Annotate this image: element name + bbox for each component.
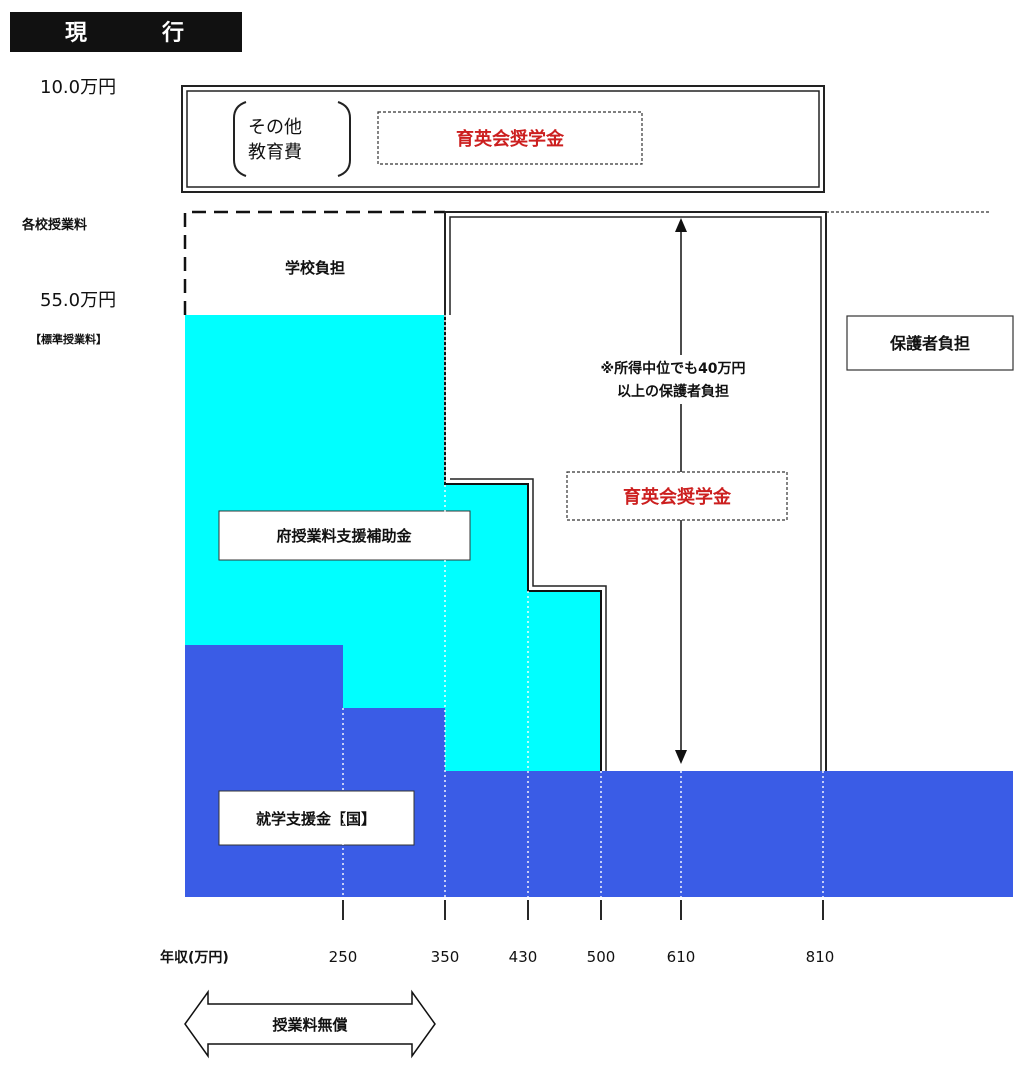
other-costs-inner-border (186, 90, 820, 188)
guardian-region-inner-border (449, 216, 822, 771)
x-axis-ticks (342, 900, 824, 920)
national-support-box (218, 790, 415, 846)
x-tick-label-810: 810 (806, 948, 835, 966)
school-burden-label: 学校負担 (285, 259, 345, 277)
scholarship-label: 育英会奨学金 (623, 486, 732, 508)
x-tick-label-350: 350 (431, 948, 460, 966)
prefecture-subsidy-box (218, 510, 471, 561)
income-threshold-lines (342, 315, 824, 897)
guardian-burden-arrow (675, 218, 687, 764)
left-bracket (233, 101, 247, 177)
guardian-burden-label: 保護者負担 (889, 334, 970, 353)
y-label-top: 10.0万円 (40, 77, 116, 98)
header-char-2: 行 (161, 20, 184, 46)
x-axis-label: 年収(万円) (160, 949, 229, 966)
header: 現 行 (10, 12, 242, 52)
x-tick-label-500: 500 (587, 948, 616, 966)
header-char-1: 現 (65, 21, 87, 46)
arrow-head-down-icon (675, 750, 687, 764)
national-support-label: 就学支援金【国】 (256, 810, 376, 828)
guardian-region-inner-step (450, 478, 607, 771)
header-bar (10, 12, 242, 52)
note-line2: 以上の保護者負担 (617, 383, 729, 400)
school-burden-dashed-outline (183, 210, 445, 315)
x-tick-label-250: 250 (329, 948, 358, 966)
other-costs-line2: 教育費 (248, 142, 302, 163)
y-label-standard-note: 【標準授業料】 (30, 332, 107, 346)
top-scholarship-label: 育英会奨学金 (456, 128, 565, 150)
arrow-head-up-icon (675, 218, 687, 232)
note-line1: ※所得中位でも40万円 (600, 360, 745, 377)
free-tuition-arrow: 授業料無償 (184, 989, 436, 1059)
free-tuition-arrow-shape (184, 989, 436, 1059)
x-tick-label-430: 430 (509, 948, 538, 966)
prefecture-subsidy-label: 府授業料支援補助金 (276, 527, 412, 545)
other-costs-box: その他 教育費 育英会奨学金 (181, 85, 825, 193)
scholarship-box (566, 471, 788, 521)
guardian-burden-box (846, 315, 1014, 371)
x-tick-label-610: 610 (667, 948, 696, 966)
y-label-standard-amount: 55.0万円 (40, 290, 116, 311)
guardian-region-outer-border (444, 211, 827, 771)
top-scholarship-box (377, 111, 643, 165)
y-label-school-tuition: 各校授業料 (21, 217, 87, 233)
other-costs-line1: その他 (248, 117, 302, 138)
free-tuition-label: 授業料無償 (272, 1016, 348, 1034)
right-bracket (337, 101, 351, 177)
